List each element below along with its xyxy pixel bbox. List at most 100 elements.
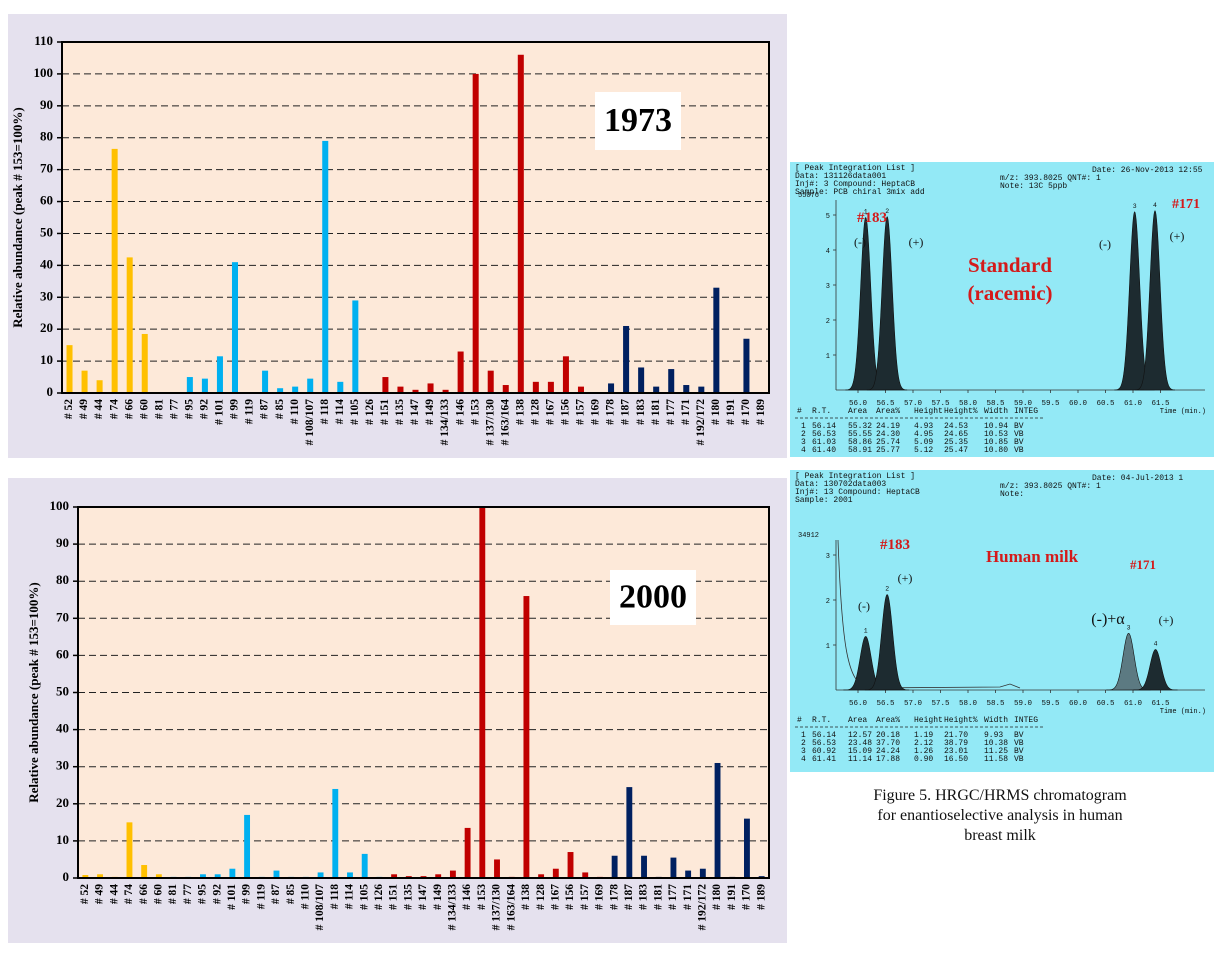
x-tick-label: # 44 bbox=[93, 399, 105, 419]
table-cell: 11.58 bbox=[984, 755, 1008, 764]
y-tick-label: 20 bbox=[56, 795, 69, 810]
table-header: Area bbox=[848, 407, 867, 416]
x-tick-label: # 157 bbox=[579, 884, 591, 910]
table-cell: 61.40 bbox=[812, 446, 836, 455]
header-info: Note: 13C 5ppb bbox=[1000, 182, 1067, 191]
x-tick-label: 60.0 bbox=[1069, 700, 1088, 708]
y-tick-label: 2 bbox=[826, 318, 830, 326]
x-tick-label: # 66 bbox=[123, 399, 135, 419]
x-tick-label: # 81 bbox=[153, 399, 165, 419]
bar bbox=[450, 871, 456, 878]
y-tick-label: 10 bbox=[56, 832, 69, 847]
table-header: Width bbox=[984, 407, 1008, 416]
x-tick-label: # 108/107 bbox=[314, 884, 326, 931]
x-tick-label: # 180 bbox=[711, 884, 723, 910]
x-tick-label: # 189 bbox=[755, 399, 767, 425]
x-tick-label: # 187 bbox=[623, 884, 635, 910]
chart-title: 2000 bbox=[619, 578, 687, 615]
y-axis-label: Relative abundance (peak # 153=100%) bbox=[26, 582, 41, 802]
x-tick-label: 61.0 bbox=[1124, 700, 1143, 708]
table-cell: 4 bbox=[801, 755, 806, 764]
y-tick-label: 110 bbox=[34, 33, 53, 48]
bar bbox=[67, 345, 73, 393]
x-tick-label: # 183 bbox=[635, 399, 647, 425]
x-tick-label: # 95 bbox=[184, 399, 196, 419]
bar bbox=[744, 819, 750, 878]
table-cell: 61.41 bbox=[812, 755, 836, 764]
table-header: Area bbox=[848, 716, 867, 725]
bar bbox=[518, 55, 524, 393]
x-tick-label: # 118 bbox=[319, 399, 331, 424]
x-tick-label: # 49 bbox=[78, 399, 90, 419]
annotation: (+) bbox=[898, 571, 913, 585]
table-cell: 5.12 bbox=[914, 446, 933, 455]
annotation: Standard bbox=[968, 253, 1052, 277]
x-tick-label: # 167 bbox=[549, 884, 561, 910]
caption-line: breast milk bbox=[964, 827, 1036, 844]
y-tick-label: 60 bbox=[56, 646, 69, 661]
y-tick-label: 40 bbox=[40, 256, 53, 271]
x-tick-label: # 170 bbox=[740, 399, 752, 425]
y-tick-label: 100 bbox=[34, 65, 54, 80]
y-tick-label: 10 bbox=[40, 352, 53, 367]
x-tick-label: # 135 bbox=[394, 399, 406, 425]
x-tick-label: # 177 bbox=[665, 399, 677, 425]
x-tick-label: # 108/107 bbox=[304, 399, 316, 446]
peak-label: 4 bbox=[1153, 202, 1157, 209]
x-axis-label: Time (min.) bbox=[1160, 708, 1206, 716]
peak-label: 4 bbox=[1154, 641, 1158, 648]
x-tick-label: # 119 bbox=[255, 884, 267, 909]
x-tick-label: 60.5 bbox=[1096, 400, 1115, 408]
y-tick-label: 30 bbox=[56, 758, 69, 773]
table-cell: 0.90 bbox=[914, 755, 933, 764]
x-tick-label: # 163/164 bbox=[499, 399, 511, 446]
y-tick-label: 90 bbox=[40, 97, 53, 112]
bar bbox=[112, 149, 118, 393]
bar bbox=[244, 815, 250, 878]
bar bbox=[217, 356, 223, 393]
x-tick-label: # 77 bbox=[168, 399, 180, 419]
bar bbox=[612, 856, 618, 878]
bar bbox=[685, 871, 691, 878]
x-tick-label: # 135 bbox=[402, 884, 414, 910]
x-tick-label: # 178 bbox=[608, 884, 620, 910]
peak-label: 3 bbox=[1133, 203, 1137, 210]
table-header: Height% bbox=[944, 716, 978, 725]
annotation: (+) bbox=[909, 235, 924, 249]
x-tick-label: # 163/164 bbox=[505, 884, 517, 931]
table-cell: VB bbox=[1014, 755, 1024, 764]
x-tick-label: # 181 bbox=[652, 884, 664, 910]
bar bbox=[473, 74, 479, 393]
x-tick-label: 56.5 bbox=[876, 700, 895, 708]
bar bbox=[533, 382, 539, 393]
bar bbox=[428, 383, 434, 393]
x-tick-label: # 151 bbox=[388, 884, 400, 910]
table-header: R.T. bbox=[812, 716, 831, 725]
x-tick-label: 58.0 bbox=[959, 700, 978, 708]
bar bbox=[683, 385, 689, 393]
bar bbox=[488, 371, 494, 393]
bar bbox=[232, 262, 238, 393]
x-tick-label: # 101 bbox=[214, 399, 226, 425]
x-tick-label: # 138 bbox=[514, 399, 526, 425]
x-tick-label: # 60 bbox=[138, 399, 150, 419]
bar bbox=[362, 854, 368, 878]
x-tick-label: 61.5 bbox=[1151, 400, 1170, 408]
peak-label: 3 bbox=[1127, 624, 1131, 631]
bar bbox=[458, 352, 464, 393]
y-tick-label: 1 bbox=[826, 643, 830, 651]
x-tick-label: # 171 bbox=[682, 884, 694, 910]
x-tick-label: # 192/172 bbox=[696, 884, 708, 931]
y-tick-label: 20 bbox=[40, 320, 53, 335]
x-tick-label: # 60 bbox=[153, 884, 165, 904]
bar bbox=[352, 300, 358, 393]
x-tick-label: # 99 bbox=[241, 884, 253, 904]
bar bbox=[563, 356, 569, 393]
x-tick-label: # 169 bbox=[594, 884, 606, 910]
x-tick-label: # 147 bbox=[409, 399, 421, 425]
x-tick-label: 60.5 bbox=[1096, 700, 1115, 708]
x-tick-label: # 180 bbox=[710, 399, 722, 425]
bar bbox=[568, 852, 574, 878]
bar bbox=[332, 789, 338, 878]
table-header: Height% bbox=[944, 407, 978, 416]
